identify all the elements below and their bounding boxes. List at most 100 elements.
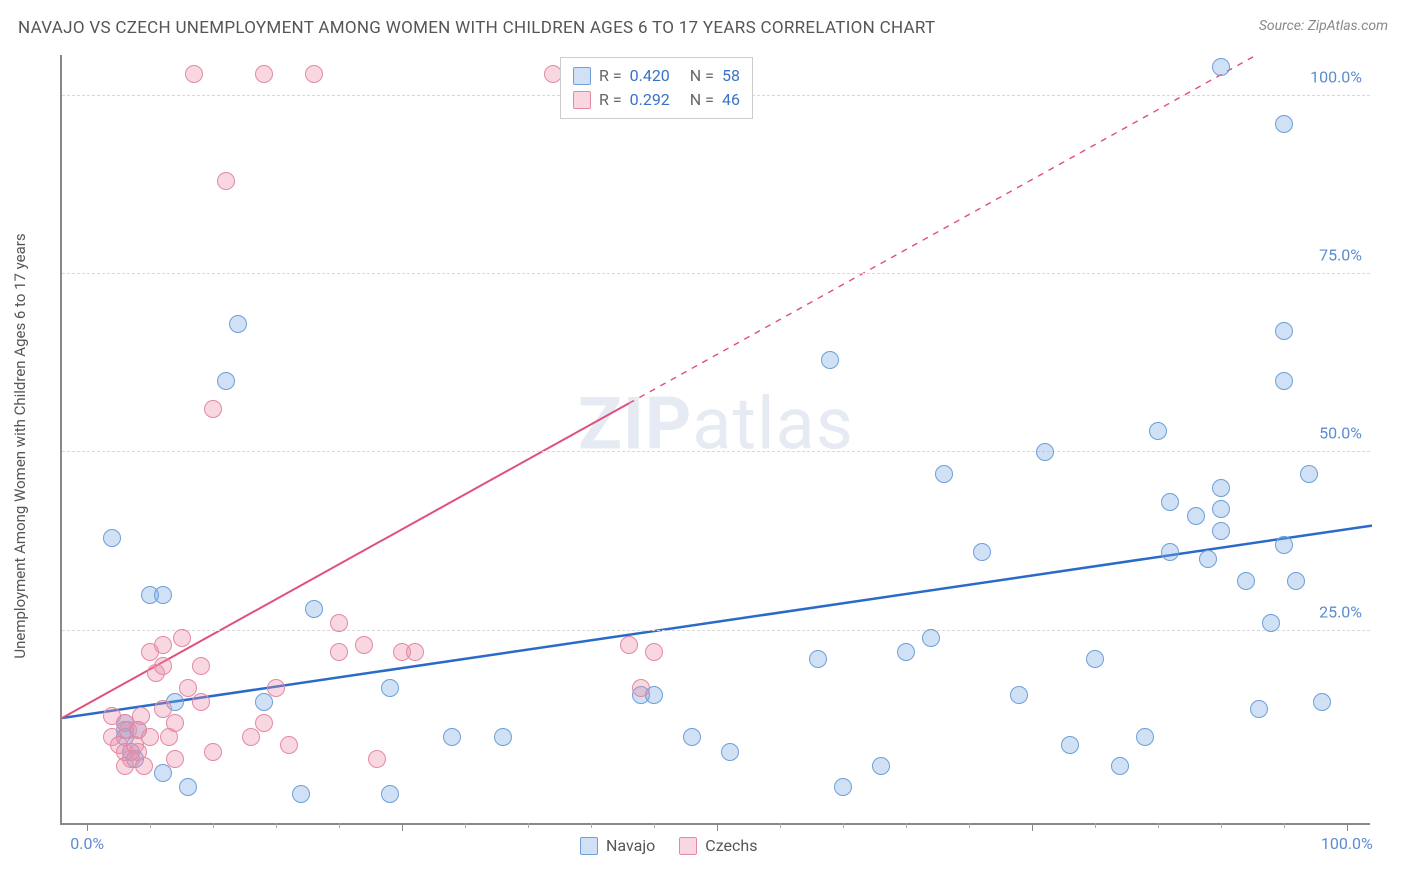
data-point	[1212, 500, 1230, 518]
source-label: Source: ZipAtlas.com	[1259, 18, 1388, 34]
data-point	[935, 465, 953, 483]
data-point	[179, 778, 197, 796]
legend-swatch	[580, 837, 598, 855]
data-point	[632, 679, 650, 697]
data-point	[217, 372, 235, 390]
x-tick-minor	[843, 823, 844, 828]
data-point	[305, 600, 323, 618]
category-legend-item: Czechs	[679, 836, 757, 855]
data-point	[494, 728, 512, 746]
data-point	[381, 679, 399, 697]
y-tick-label: 75.0%	[1319, 246, 1362, 265]
x-tick-minor	[465, 823, 466, 828]
gridline	[62, 630, 1370, 631]
data-point	[443, 728, 461, 746]
data-point	[645, 643, 663, 661]
data-point	[809, 650, 827, 668]
x-tick-minor	[591, 823, 592, 828]
data-point	[1250, 700, 1268, 718]
data-point	[185, 65, 203, 83]
data-point	[141, 728, 159, 746]
data-point	[166, 750, 184, 768]
data-point	[242, 728, 260, 746]
data-point	[330, 643, 348, 661]
data-point	[173, 629, 191, 647]
legend-r-value: 0.292	[630, 88, 670, 112]
x-tick	[402, 823, 403, 831]
legend-swatch	[679, 837, 697, 855]
y-axis-label: Unemployment Among Women with Children A…	[11, 233, 29, 658]
x-tick-minor	[276, 823, 277, 828]
legend-n-label: N =	[690, 88, 714, 112]
data-point	[1111, 757, 1129, 775]
data-point	[1212, 58, 1230, 76]
data-point	[1212, 522, 1230, 540]
legend-n-value: 46	[722, 88, 740, 112]
x-tick-minor	[969, 823, 970, 828]
x-tick-minor	[906, 823, 907, 828]
data-point	[1199, 550, 1217, 568]
data-point	[1275, 322, 1293, 340]
data-point	[834, 778, 852, 796]
legend-n-label: N =	[690, 64, 714, 88]
data-point	[683, 728, 701, 746]
x-tick-minor	[339, 823, 340, 828]
data-point	[330, 614, 348, 632]
data-point	[1287, 572, 1305, 590]
data-point	[204, 743, 222, 761]
data-point	[922, 629, 940, 647]
data-point	[1161, 543, 1179, 561]
category-name: Czechs	[705, 836, 757, 855]
data-point	[154, 657, 172, 675]
y-tick-label: 25.0%	[1319, 602, 1362, 621]
data-point	[166, 714, 184, 732]
watermark: ZIPatlas	[578, 381, 854, 466]
page-title: NAVAJO VS CZECH UNEMPLOYMENT AMONG WOMEN…	[18, 18, 935, 38]
gridline	[62, 451, 1370, 452]
data-point	[192, 693, 210, 711]
data-point	[132, 707, 150, 725]
correlation-legend: R =0.420N =58R =0.292N =46	[560, 57, 753, 119]
x-tick-minor	[654, 823, 655, 828]
data-point	[1036, 443, 1054, 461]
data-point	[821, 351, 839, 369]
data-point	[897, 643, 915, 661]
legend-swatch	[573, 67, 591, 85]
x-tick	[717, 823, 718, 831]
legend-swatch	[573, 91, 591, 109]
data-point	[368, 750, 386, 768]
x-tick-minor	[528, 823, 529, 828]
data-point	[1275, 115, 1293, 133]
data-point	[229, 315, 247, 333]
category-legend: Navajo Czechs	[580, 836, 757, 855]
data-point	[1161, 493, 1179, 511]
data-point	[255, 693, 273, 711]
data-point	[154, 764, 172, 782]
y-tick-label: 100.0%	[1310, 67, 1362, 86]
legend-r-label: R =	[599, 88, 622, 112]
x-tick-minor	[1284, 823, 1285, 828]
data-point	[406, 643, 424, 661]
x-tick-minor	[1221, 823, 1222, 828]
data-point	[721, 743, 739, 761]
x-tick-label: 0.0%	[70, 834, 104, 853]
legend-r-value: 0.420	[630, 64, 670, 88]
data-point	[1010, 686, 1028, 704]
data-point	[1313, 693, 1331, 711]
data-point	[872, 757, 890, 775]
category-legend-item: Navajo	[580, 836, 655, 855]
data-point	[1187, 507, 1205, 525]
data-point	[1237, 572, 1255, 590]
legend-n-value: 58	[722, 64, 740, 88]
data-point	[1262, 614, 1280, 632]
legend-row: R =0.420N =58	[573, 64, 740, 88]
x-tick-minor	[1158, 823, 1159, 828]
data-point	[1275, 536, 1293, 554]
data-point	[1149, 422, 1167, 440]
data-point	[355, 636, 373, 654]
data-point	[292, 785, 310, 803]
data-point	[280, 736, 298, 754]
scatter-plot: ZIPatlas 25.0%50.0%75.0%100.0%0.0%100.0%	[60, 55, 1370, 825]
x-tick	[1347, 823, 1348, 831]
x-tick-label: 100.0%	[1321, 834, 1373, 853]
